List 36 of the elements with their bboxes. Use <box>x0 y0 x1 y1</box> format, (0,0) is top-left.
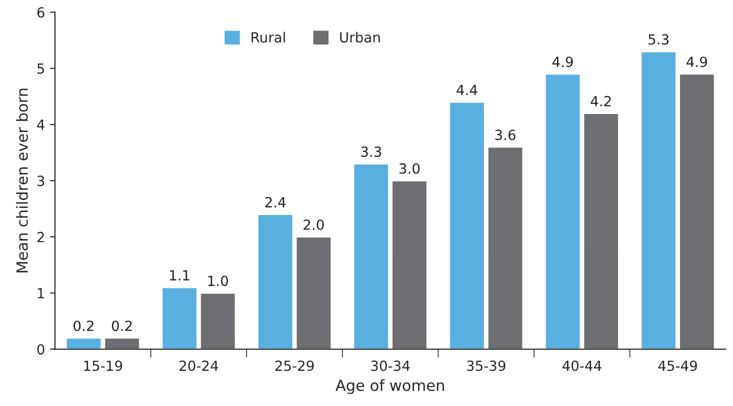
bar <box>582 112 620 350</box>
data-label: 5.3 <box>648 34 669 45</box>
bar <box>544 73 582 350</box>
data-label: 4.9 <box>552 56 573 68</box>
data-label: 4.9 <box>686 56 707 68</box>
y-tick-label: 5 <box>37 63 44 74</box>
data-label: 3.6 <box>495 130 516 140</box>
y-tick-label: 3 <box>37 176 44 186</box>
x-tick-label: 20-24 <box>180 360 218 372</box>
y-tick-label: 6 <box>37 7 44 18</box>
x-axis-title: Age of women <box>336 379 444 394</box>
legend-label: Urban <box>340 32 380 43</box>
data-label: 1.0 <box>208 276 228 286</box>
data-label: 4.2 <box>590 96 611 106</box>
x-tick-label: 35-39 <box>467 360 506 372</box>
x-tick-label: 30-34 <box>371 360 410 372</box>
x-tick-label: 15-19 <box>84 360 122 372</box>
data-label: 0.2 <box>74 320 94 332</box>
data-label: 0.2 <box>112 320 132 332</box>
y-tick-label: 2 <box>37 232 44 242</box>
data-label: 3.0 <box>400 163 420 174</box>
y-tick-label: 1 <box>38 288 44 298</box>
bar <box>257 214 294 350</box>
data-label: 3.3 <box>361 146 382 157</box>
x-tick-label: 45-49 <box>658 360 697 372</box>
data-label: 4.4 <box>456 84 478 95</box>
bar <box>295 236 332 350</box>
data-label: 1.1 <box>170 270 190 280</box>
x-tick-label: 40-44 <box>562 360 602 372</box>
data-label: 2.4 <box>265 197 286 208</box>
y-tick-label: 0 <box>37 344 44 355</box>
x-tick-label: 25-29 <box>275 360 314 372</box>
y-tick-label: 4 <box>37 120 44 130</box>
legend-label: Rural <box>252 32 285 43</box>
data-label: 2.0 <box>304 219 324 230</box>
y-axis-title: Mean children ever born <box>16 88 28 272</box>
